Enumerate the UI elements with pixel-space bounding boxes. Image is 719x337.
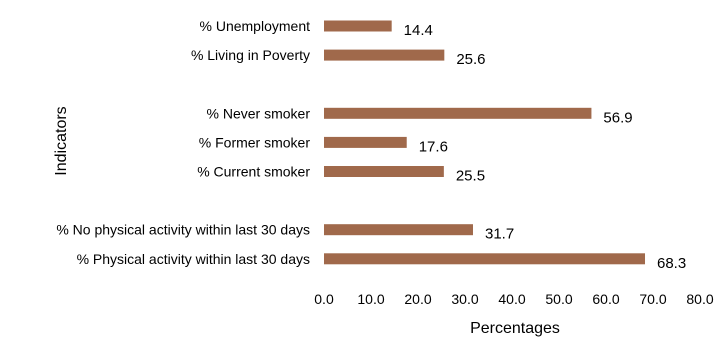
category-label-current-smoker: % Current smoker	[197, 164, 310, 180]
value-label-living-in-poverty: 25.6	[456, 51, 485, 68]
category-label-physical-activity-within-last-30-days: % Physical activity within last 30 days	[77, 251, 310, 267]
category-label-never-smoker: % Never smoker	[207, 105, 311, 121]
bars	[324, 20, 646, 265]
bar-current-smoker	[324, 166, 444, 177]
value-label-no-physical-activity-within-last-30-days: 31.7	[485, 226, 514, 243]
category-label-no-physical-activity-within-last-30-days: % No physical activity within last 30 da…	[56, 222, 310, 238]
x-tick-labels: 0.0 10.0 20.0 30.0 40.0 50.0 60.0 70.0 80.0	[314, 291, 714, 307]
value-label-unemployment: 14.4	[404, 22, 433, 39]
x-tick-label: 40.0	[498, 291, 525, 307]
category-label-unemployment: % Unemployment	[200, 18, 311, 34]
value-label-former-smoker: 17.6	[419, 138, 448, 155]
value-label-never-smoker: 56.9	[603, 109, 632, 126]
bar-unemployment	[324, 20, 392, 32]
x-tick-label: 20.0	[404, 291, 431, 307]
x-tick-label: 80.0	[686, 291, 713, 307]
bar-physical-activity-within-last-30-days	[324, 253, 646, 265]
bar-living-in-poverty	[324, 49, 445, 61]
x-tick-label: 10.0	[357, 291, 384, 307]
x-tick-label: 30.0	[451, 291, 478, 307]
value-label-physical-activity-within-last-30-days: 68.3	[657, 255, 686, 272]
bar-no-physical-activity-within-last-30-days	[324, 224, 473, 236]
category-label-former-smoker: % Former smoker	[199, 134, 311, 150]
value-labels: 14.4 25.6 56.9 17.6 25.5 31.7 68.3	[404, 22, 687, 272]
value-label-current-smoker: 25.5	[456, 168, 485, 185]
x-axis-title: Percentages	[470, 320, 560, 337]
bar-former-smoker	[324, 136, 407, 148]
y-axis-title: Indicators	[53, 106, 70, 175]
x-tick-label: 70.0	[639, 291, 666, 307]
category-labels: % Unemployment % Living in Poverty % Never…	[56, 18, 310, 267]
x-tick-label: 60.0	[592, 291, 619, 307]
bar-never-smoker	[324, 107, 592, 119]
x-tick-label: 50.0	[545, 291, 572, 307]
x-tick-label: 0.0	[314, 291, 334, 307]
category-label-living-in-poverty: % Living in Poverty	[191, 47, 310, 63]
